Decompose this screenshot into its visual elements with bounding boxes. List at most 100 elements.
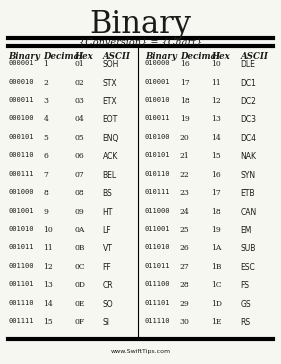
- Text: ETB: ETB: [240, 189, 255, 198]
- Text: Binary: Binary: [90, 9, 191, 40]
- Text: 000001: 000001: [8, 60, 34, 66]
- Text: 011010: 011010: [145, 245, 170, 250]
- Text: 09: 09: [74, 207, 84, 215]
- Text: SI: SI: [103, 318, 110, 327]
- Text: 011100: 011100: [145, 281, 170, 287]
- Text: NAK: NAK: [240, 152, 256, 161]
- Text: 10: 10: [211, 60, 221, 68]
- Text: BEL: BEL: [103, 171, 117, 180]
- Text: 15: 15: [211, 152, 221, 160]
- Text: DLE: DLE: [240, 60, 255, 69]
- Text: 07: 07: [74, 171, 84, 179]
- Text: 010011: 010011: [145, 115, 170, 121]
- Text: 8: 8: [44, 189, 48, 197]
- Text: 14: 14: [44, 300, 53, 308]
- Text: 02: 02: [74, 79, 84, 87]
- Text: 5: 5: [44, 134, 48, 142]
- Text: DC2: DC2: [240, 97, 256, 106]
- Text: CAN: CAN: [240, 207, 257, 217]
- Text: 08: 08: [74, 189, 84, 197]
- Text: 1B: 1B: [211, 263, 221, 271]
- Text: 11: 11: [211, 79, 221, 87]
- Text: 11: 11: [44, 245, 53, 253]
- Text: ASCII: ASCII: [240, 52, 268, 61]
- Text: CR: CR: [103, 281, 113, 290]
- Text: ETX: ETX: [103, 97, 117, 106]
- Text: 1E: 1E: [211, 318, 221, 326]
- Text: LF: LF: [103, 226, 111, 235]
- Text: STX: STX: [103, 79, 117, 87]
- Text: 011110: 011110: [145, 318, 170, 324]
- Text: 12: 12: [211, 97, 221, 105]
- Text: 27: 27: [180, 263, 190, 271]
- Text: 000100: 000100: [8, 115, 34, 121]
- Text: 28: 28: [180, 281, 190, 289]
- Text: www.SwiftTips.com: www.SwiftTips.com: [110, 349, 171, 355]
- Text: 010001: 010001: [145, 79, 170, 84]
- Text: 001011: 001011: [8, 245, 34, 250]
- Text: SUB: SUB: [240, 245, 256, 253]
- Text: 1C: 1C: [211, 281, 221, 289]
- Text: 15: 15: [44, 318, 53, 326]
- Text: 05: 05: [74, 134, 84, 142]
- Text: 001111: 001111: [8, 318, 34, 324]
- Text: ACK: ACK: [103, 152, 118, 161]
- Text: 19: 19: [180, 115, 190, 123]
- Text: 1A: 1A: [211, 245, 221, 253]
- Text: Hex: Hex: [74, 52, 93, 61]
- Text: 01: 01: [74, 60, 84, 68]
- Text: 19: 19: [211, 226, 221, 234]
- Text: 30: 30: [180, 318, 190, 326]
- Text: SO: SO: [103, 300, 113, 309]
- Text: 010000: 010000: [145, 60, 170, 66]
- Text: EM: EM: [240, 226, 251, 235]
- Text: 010100: 010100: [145, 134, 170, 140]
- Text: 22: 22: [180, 171, 190, 179]
- Text: Binary: Binary: [8, 52, 40, 61]
- Text: ESC: ESC: [240, 263, 255, 272]
- Text: 9: 9: [44, 207, 48, 215]
- Text: {Conversion} = {Chart}: {Conversion} = {Chart}: [79, 37, 202, 46]
- Text: DC3: DC3: [240, 115, 256, 124]
- Text: 011101: 011101: [145, 300, 170, 306]
- Text: 001101: 001101: [8, 281, 34, 287]
- Text: Hex: Hex: [211, 52, 230, 61]
- Text: 0E: 0E: [74, 300, 85, 308]
- Text: 17: 17: [211, 189, 221, 197]
- Text: 3: 3: [44, 97, 49, 105]
- Text: ENQ: ENQ: [103, 134, 119, 143]
- Text: 18: 18: [180, 97, 190, 105]
- Text: 011000: 011000: [145, 207, 170, 214]
- Text: 001100: 001100: [8, 263, 34, 269]
- Text: 0F: 0F: [74, 318, 85, 326]
- Text: 010101: 010101: [145, 152, 170, 158]
- Text: 000110: 000110: [8, 152, 34, 158]
- Text: 010111: 010111: [145, 189, 170, 195]
- Text: 0C: 0C: [74, 263, 85, 271]
- Text: 000010: 000010: [8, 79, 34, 84]
- Text: Decimal: Decimal: [44, 52, 83, 61]
- Text: EOT: EOT: [103, 115, 118, 124]
- Text: 10: 10: [44, 226, 53, 234]
- Text: 4: 4: [44, 115, 48, 123]
- Text: SYN: SYN: [240, 171, 255, 180]
- Text: 16: 16: [180, 60, 190, 68]
- Text: 011001: 011001: [145, 226, 170, 232]
- Text: 20: 20: [180, 134, 190, 142]
- Text: 14: 14: [211, 134, 221, 142]
- Text: 000101: 000101: [8, 134, 34, 140]
- Text: VT: VT: [103, 245, 112, 253]
- Text: 29: 29: [180, 300, 190, 308]
- Text: 001000: 001000: [8, 189, 34, 195]
- Text: 26: 26: [180, 245, 190, 253]
- Text: 18: 18: [211, 207, 221, 215]
- Text: 21: 21: [180, 152, 190, 160]
- Text: 13: 13: [211, 115, 221, 123]
- Text: FS: FS: [240, 281, 249, 290]
- Text: 23: 23: [180, 189, 190, 197]
- Text: DC4: DC4: [240, 134, 256, 143]
- Text: 13: 13: [44, 281, 53, 289]
- Text: 000011: 000011: [8, 97, 34, 103]
- Text: 1: 1: [44, 60, 48, 68]
- Text: 2: 2: [44, 79, 48, 87]
